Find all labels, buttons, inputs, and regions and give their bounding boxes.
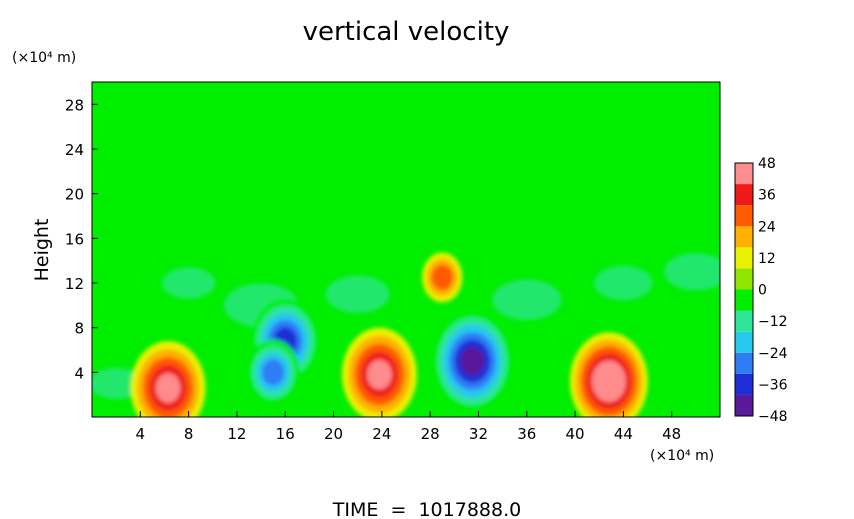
y-axis: 4 8 12 16 20 24 28: [65, 96, 98, 382]
chart-title: vertical velocity: [303, 17, 510, 47]
x-unit-label: (×10⁴ m): [650, 448, 714, 464]
heatmap-mark: [597, 367, 621, 396]
heatmap-features: [92, 252, 720, 417]
x-tick-label: 48: [662, 425, 681, 443]
heatmap-mark: [594, 265, 653, 301]
time-footer: TIME = 1017888.0: [332, 499, 521, 519]
colorbar-segment: [735, 352, 753, 374]
colorbar-segment: [735, 226, 753, 248]
colorbar-tick-label: 36: [758, 188, 776, 204]
y-tick-label: 4: [74, 364, 84, 382]
x-tick-label: 44: [614, 425, 633, 443]
colorbar-tick-label: −48: [758, 409, 788, 425]
y-tick-label: 8: [74, 320, 84, 338]
x-tick-label: 8: [184, 425, 194, 443]
colorbar-tick-label: −24: [758, 346, 788, 362]
heatmap-mark: [262, 359, 285, 386]
x-tick-label: 36: [517, 425, 536, 443]
y-tick-label: 20: [65, 186, 84, 204]
colorbar-segment: [735, 310, 753, 332]
colorbar-segment: [735, 268, 753, 290]
heatmap-mark: [367, 359, 392, 390]
plot-frame: [91, 81, 721, 418]
colorbar-segment: [735, 331, 753, 353]
heatmap-mark: [663, 253, 720, 291]
colorbar: 48 36 24 12 0 −12 −24 −36 −48: [734, 156, 788, 425]
x-axis: 4 8 12 16 20 24 28 32 36 40 44 48: [136, 411, 681, 443]
heatmap-mark: [162, 267, 216, 299]
colorbar-segment: [735, 163, 753, 185]
colorbar-segment: [735, 205, 753, 227]
y-tick-label: 12: [65, 275, 84, 293]
heatmap-field: [92, 82, 720, 417]
heatmap-mark: [492, 279, 562, 321]
y-tick-label: 28: [65, 96, 84, 114]
x-tick-label: 12: [227, 425, 246, 443]
colorbar-tick-label: −36: [758, 377, 788, 393]
x-tick-label: 16: [276, 425, 295, 443]
colorbar-tick-label: 12: [758, 251, 776, 267]
colorbar-tick-label: −12: [758, 314, 788, 330]
heatmap-mark: [92, 367, 143, 400]
x-tick-label: 40: [566, 425, 585, 443]
colorbar-segment: [735, 394, 753, 416]
heatmap-mark: [460, 347, 485, 376]
colorbar-segment: [735, 289, 753, 311]
x-tick-label: 28: [421, 425, 440, 443]
heatmap-mark: [431, 264, 453, 291]
colorbar-segment: [735, 247, 753, 269]
x-tick-label: 24: [372, 425, 391, 443]
colorbar-tick-label: 0: [758, 283, 767, 299]
y-tick-label: 16: [65, 230, 84, 248]
x-tick-label: 32: [469, 425, 488, 443]
colorbar-segment: [735, 373, 753, 395]
colorbar-segment: [735, 184, 753, 206]
y-axis-label: Height: [31, 219, 53, 282]
colorbar-tick-label: 48: [758, 156, 776, 172]
heatmap-mark: [325, 275, 390, 313]
y-unit-label: (×10⁴ m): [12, 50, 76, 66]
x-tick-label: 4: [136, 425, 146, 443]
colorbar-tick-label: 24: [758, 219, 776, 235]
colorbar-frame: [734, 162, 754, 417]
x-tick-label: 20: [324, 425, 343, 443]
y-tick-label: 24: [65, 141, 84, 159]
heatmap-mark: [155, 373, 181, 403]
